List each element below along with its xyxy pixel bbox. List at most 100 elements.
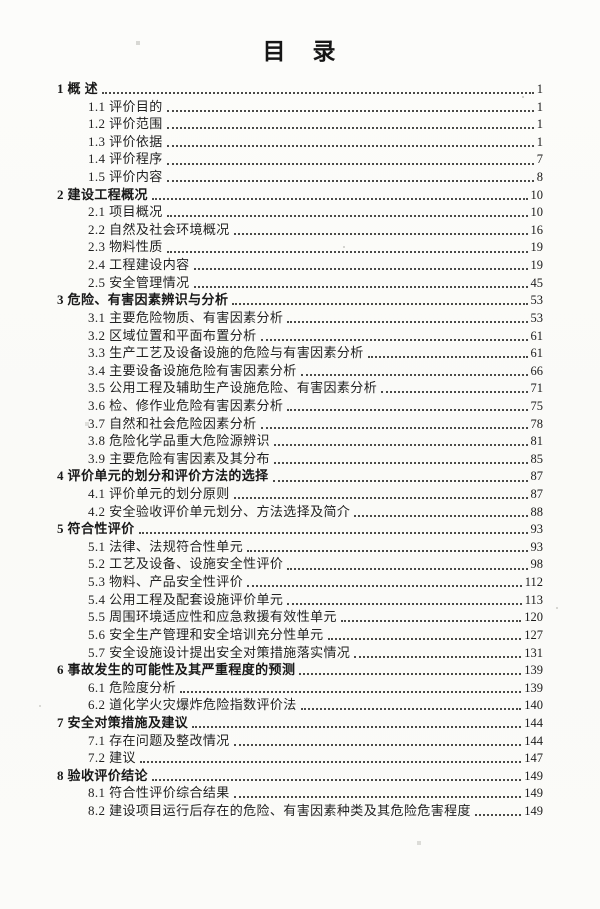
toc-entry-page: 149 bbox=[524, 768, 543, 783]
toc-entry-page: 1 bbox=[536, 117, 543, 132]
dot-leader bbox=[151, 197, 528, 200]
toc-entry-page: 144 bbox=[524, 715, 543, 730]
toc-entry: 1.5 评价内容 8 bbox=[57, 168, 543, 186]
toc-entry-label: 7.1 存在问题及整改情况 bbox=[88, 732, 230, 748]
toc-entry-label: 3.6 检、修作业危险有害因素分析 bbox=[88, 397, 284, 413]
toc-entry: 7 安全对策措施及建议 144 bbox=[57, 714, 543, 732]
toc-entry: 3.8 危险化学品重大危险源辨识 81 bbox=[57, 432, 543, 450]
dot-leader bbox=[354, 655, 522, 658]
toc-entry-page: 147 bbox=[524, 751, 543, 766]
dot-leader bbox=[340, 620, 522, 623]
dot-leader bbox=[233, 497, 528, 500]
dot-leader bbox=[166, 144, 534, 147]
toc-entry: 3.9 主要危险有害因素及其分布 85 bbox=[57, 450, 543, 468]
toc-entry: 1.1 评价目的 1 bbox=[57, 98, 543, 116]
dot-leader bbox=[166, 109, 534, 112]
toc-entry-label: 5 符合性评价 bbox=[57, 521, 135, 537]
toc-entry: 1.4 评价程序 7 bbox=[57, 150, 543, 168]
toc-entry-page: 61 bbox=[530, 328, 544, 343]
dot-leader bbox=[273, 444, 528, 447]
toc-entry-page: 149 bbox=[524, 803, 543, 818]
toc-entry-label: 2.2 自然及社会环境概况 bbox=[88, 221, 230, 237]
toc-entry-page: 1 bbox=[536, 82, 543, 96]
dot-leader bbox=[166, 215, 528, 218]
toc-entry-label: 3.4 主要设备设施危险有害因素分析 bbox=[88, 362, 297, 378]
toc-entry: 3.2 区域位置和平面布置分析 61 bbox=[57, 327, 543, 345]
toc-entry-page: 45 bbox=[530, 275, 544, 290]
toc-entry-page: 1 bbox=[536, 99, 543, 114]
toc-entry: 3.3 生产工艺及设备设施的危险与有害因素分析 61 bbox=[57, 344, 543, 362]
toc-entry-page: 127 bbox=[524, 627, 543, 642]
toc-entry: 4 评价单元的划分和评价方法的选择 87 bbox=[57, 467, 543, 485]
toc-entry-label: 4.1 评价单元的划分原则 bbox=[88, 486, 230, 502]
dot-leader bbox=[166, 162, 534, 165]
toc-entry-page: 7 bbox=[536, 152, 543, 167]
toc-entry-page: 139 bbox=[524, 663, 543, 678]
toc-entry-label: 5.7 安全设施设计提出安全对策措施落实情况 bbox=[88, 644, 351, 660]
dot-leader bbox=[180, 690, 522, 693]
toc-entry-label: 1.2 评价范围 bbox=[88, 116, 163, 132]
toc-entry: 2.4 工程建设内容 19 bbox=[57, 256, 543, 274]
toc-entry-page: 87 bbox=[530, 487, 544, 502]
toc-entry: 7.2 建议 147 bbox=[57, 749, 543, 767]
dot-leader bbox=[166, 127, 534, 130]
toc-entry: 1.3 评价依据 1 bbox=[57, 133, 543, 151]
dot-leader bbox=[287, 409, 528, 412]
toc-entry: 8 验收评价结论 149 bbox=[57, 767, 543, 785]
toc-entry-label: 3 危险、有害因素辨识与分析 bbox=[57, 292, 229, 308]
toc-entry-label: 3.1 主要危险物质、有害因素分析 bbox=[88, 309, 284, 325]
toc-entry-label: 3.8 危险化学品重大危险源辨识 bbox=[88, 433, 270, 449]
dot-leader bbox=[474, 814, 522, 817]
dot-leader bbox=[151, 778, 522, 781]
toc-entry: 5.5 周围环境适应性和应急救援有效性单元 120 bbox=[57, 608, 543, 626]
dot-leader bbox=[300, 373, 528, 376]
toc-entry-label: 8.1 符合性评价综合结果 bbox=[88, 785, 230, 801]
toc-entry-page: 113 bbox=[524, 592, 543, 607]
toc-entry: 6.1 危险度分析 139 bbox=[57, 679, 543, 697]
toc-entry-label: 1 概 述 bbox=[57, 81, 98, 96]
toc-entry-page: 71 bbox=[530, 381, 544, 396]
toc-entry-page: 10 bbox=[530, 205, 544, 220]
toc-entry: 1.2 评价范围 1 bbox=[57, 115, 543, 133]
toc-entry-page: 112 bbox=[524, 575, 543, 590]
toc-list: 1 概 述 1 1.1 评价目的 1 1.2 评价范围 1 1.3 评价依据 1 1.4 评价程… bbox=[57, 80, 543, 820]
dot-leader bbox=[272, 479, 528, 482]
toc-entry-label: 6 事故发生的可能性及其严重程度的预测 bbox=[57, 662, 296, 678]
toc-entry-label: 6.1 危险度分析 bbox=[88, 679, 177, 695]
page-title: 目 录 bbox=[262, 39, 338, 64]
toc-entry: 2.3 物料性质 19 bbox=[57, 238, 543, 256]
toc-entry-label: 8.2 建设项目运行后存在的危险、有害因素种类及其危险危害程度 bbox=[88, 802, 471, 818]
toc-entry-label: 2.3 物料性质 bbox=[88, 239, 163, 255]
toc-entry-label: 7.2 建议 bbox=[88, 750, 136, 766]
toc-entry-label: 5.1 法律、法规符合性单元 bbox=[88, 538, 244, 554]
dot-leader bbox=[192, 726, 522, 729]
toc-entry: 5.6 安全生产管理和安全培训充分性单元 127 bbox=[57, 626, 543, 644]
dot-leader bbox=[287, 567, 528, 570]
toc-entry-label: 1.3 评价依据 bbox=[88, 133, 163, 149]
toc-entry-page: 53 bbox=[530, 310, 544, 325]
toc-entry-page: 66 bbox=[530, 363, 544, 378]
dot-leader bbox=[233, 743, 522, 746]
toc-entry: 2 建设工程概况 10 bbox=[57, 186, 543, 204]
toc-entry: 4.2 安全验收评价单元划分、方法选择及简介 88 bbox=[57, 503, 543, 521]
toc-entry: 5.7 安全设施设计提出安全对策措施落实情况 131 bbox=[57, 644, 543, 662]
toc-entry-page: 120 bbox=[524, 610, 543, 625]
toc-entry: 2.5 安全管理情况 45 bbox=[57, 274, 543, 292]
toc-entry-label: 1.1 评价目的 bbox=[88, 98, 163, 114]
toc-entry-page: 140 bbox=[524, 698, 543, 713]
toc-entry-label: 2.1 项目概况 bbox=[88, 204, 163, 220]
toc-entry-label: 3.5 公用工程及辅助生产设施危险、有害因素分析 bbox=[88, 380, 378, 396]
dot-leader bbox=[166, 180, 534, 183]
toc-entry-label: 1.4 评价程序 bbox=[88, 151, 163, 167]
toc-entry: 5.2 工艺及设备、设施安全性评价 98 bbox=[57, 555, 543, 573]
toc-entry-page: 16 bbox=[530, 222, 544, 237]
dot-leader bbox=[327, 638, 522, 640]
toc-entry: 2.2 自然及社会环境概况 16 bbox=[57, 221, 543, 239]
toc-entry-page: 85 bbox=[530, 451, 544, 466]
toc-entry: 3.5 公用工程及辅助生产设施危险、有害因素分析 71 bbox=[57, 379, 543, 397]
scan-noise bbox=[0, 0, 2, 2]
toc-entry: 5.3 物料、产品安全性评价 112 bbox=[57, 573, 543, 591]
toc-entry: 3.7 自然和社会危险因素分析 78 bbox=[57, 415, 543, 433]
toc-entry: 8.2 建设项目运行后存在的危险、有害因素种类及其危险危害程度 149 bbox=[57, 802, 543, 820]
